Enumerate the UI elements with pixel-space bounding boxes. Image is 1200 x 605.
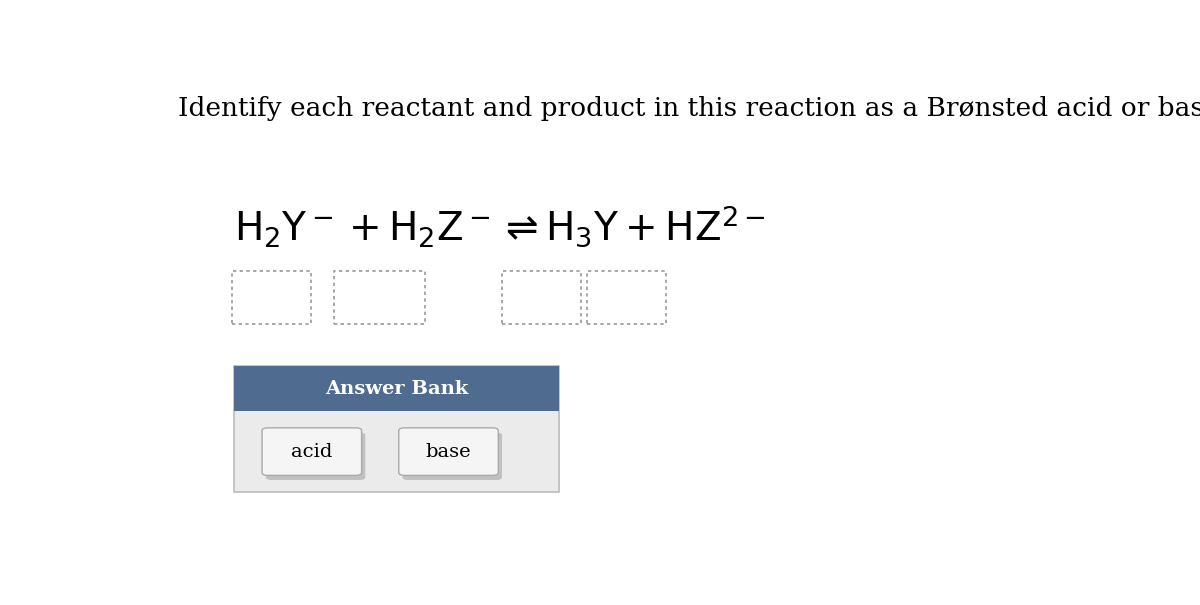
Bar [234, 366, 559, 492]
Text: base: base [426, 443, 472, 460]
Text: Answer Bank: Answer Bank [325, 380, 468, 397]
Bar [234, 366, 559, 411]
Bar [502, 270, 581, 324]
FancyBboxPatch shape [265, 433, 365, 480]
FancyBboxPatch shape [262, 428, 361, 476]
Bar [334, 270, 425, 324]
Text: Identify each reactant and product in this reaction as a Brønsted acid or base.: Identify each reactant and product in th… [178, 96, 1200, 121]
Text: $\rm H_2Y^- + H_2Z^- \rightleftharpoons H_3Y + HZ^{2-}$: $\rm H_2Y^- + H_2Z^- \rightleftharpoons … [234, 204, 766, 249]
Bar [232, 270, 311, 324]
FancyBboxPatch shape [402, 433, 502, 480]
Bar [587, 270, 666, 324]
FancyBboxPatch shape [398, 428, 498, 476]
Text: acid: acid [292, 443, 332, 460]
